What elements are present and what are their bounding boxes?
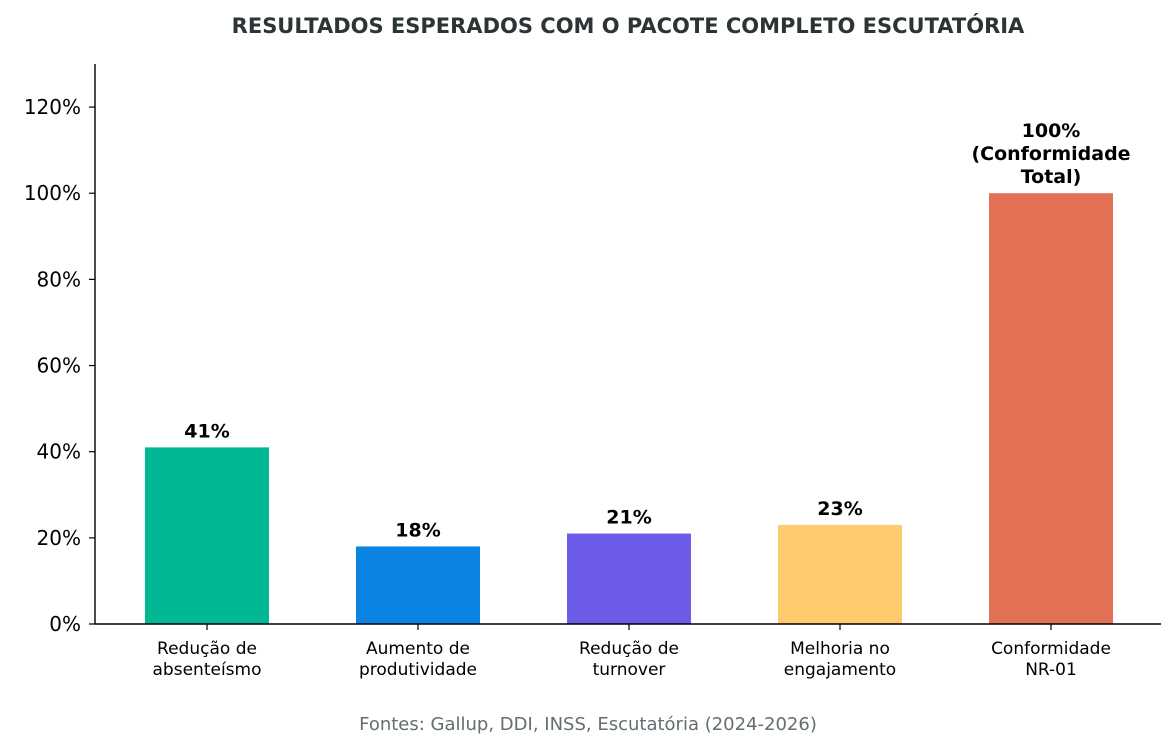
y-tick-label: 0% [49,612,81,636]
bar [356,546,480,624]
data-label: 21% [606,507,651,529]
bar [145,447,269,624]
bar [778,524,902,624]
x-tick-label: absenteísmo [153,660,262,680]
data-label: 23% [817,498,862,520]
y-tick-label: 80% [37,267,81,291]
x-tick-label: Redução de [157,639,257,659]
bar [567,533,691,624]
y-tick-label: 20% [37,526,81,550]
y-tick-label: 120% [24,95,81,119]
data-label: 100% [1022,120,1081,142]
x-tick-label: engajamento [784,660,896,680]
x-tick-label: turnover [593,660,666,680]
bar [989,193,1113,624]
y-tick-label: 60% [37,354,81,378]
x-tick-label: produtividade [359,660,477,680]
data-label: (Conformidade [971,143,1130,165]
data-label: 41% [184,420,229,442]
x-tick-label: Aumento de [366,639,470,659]
data-label: Total) [1021,166,1082,188]
data-label: 18% [395,519,440,541]
x-tick-label: Redução de [579,639,679,659]
y-tick-label: 40% [37,440,81,464]
chart-title: RESULTADOS ESPERADOS COM O PACOTE COMPLE… [232,13,1025,38]
y-tick-label: 100% [24,181,81,205]
source-note: Fontes: Gallup, DDI, INSS, Escutatória (… [359,714,817,735]
x-tick-label: Conformidade [991,639,1111,659]
x-tick-label: Melhoria no [790,639,890,659]
x-tick-label: NR-01 [1025,660,1077,680]
